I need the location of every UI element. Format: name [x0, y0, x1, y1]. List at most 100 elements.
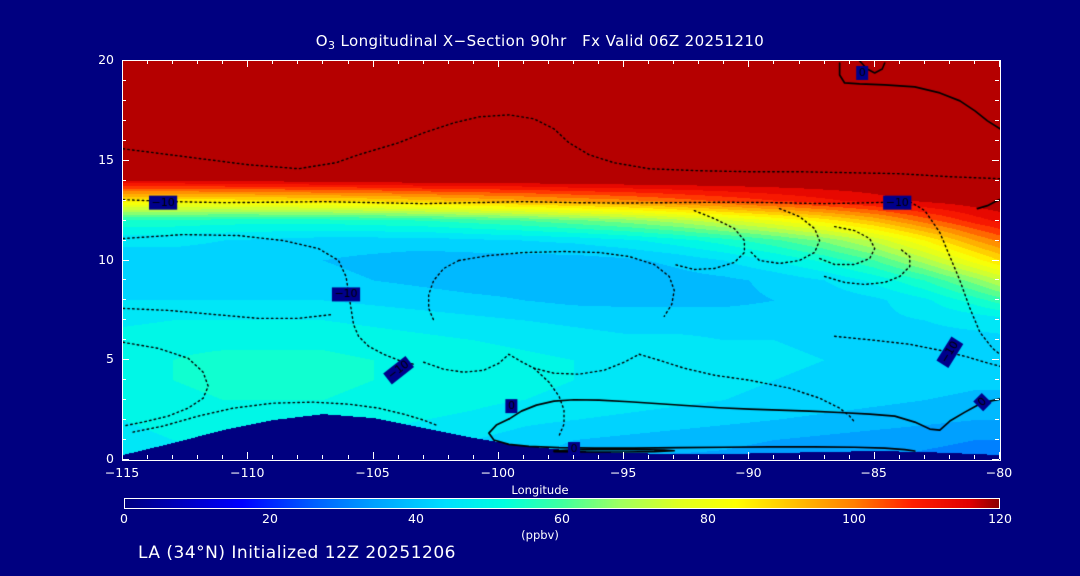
x-tick-minor-top	[397, 60, 399, 64]
y-tick-major-right	[992, 459, 999, 460]
x-tick-major	[748, 452, 750, 459]
x-tick-minor-top	[598, 60, 600, 64]
colorbar-tick-label: 0	[120, 511, 128, 526]
y-tick-minor	[122, 179, 126, 181]
y-tick-minor	[122, 199, 126, 201]
x-tick-major	[372, 452, 374, 459]
colorbar-tick-label: 20	[262, 511, 278, 526]
y-tick-minor	[122, 399, 126, 401]
y-tick-major	[122, 359, 129, 361]
y-tick-minor	[122, 99, 126, 101]
x-tick-minor-top	[948, 60, 950, 64]
x-tick-label: −90	[735, 465, 762, 480]
x-tick-major-top	[623, 60, 625, 67]
colorbar-tick-label: 100	[842, 511, 866, 526]
figure-caption: LA (34°N) Initialized 12Z 20251206	[138, 543, 456, 563]
y-tick-minor-right	[995, 199, 999, 201]
x-tick-major	[122, 452, 123, 459]
x-tick-minor	[197, 455, 199, 459]
y-tick-major	[122, 60, 129, 61]
x-tick-label: −80	[985, 465, 1013, 480]
y-tick-minor-right	[995, 239, 999, 241]
x-tick-minor	[973, 455, 975, 459]
x-tick-label: −105	[355, 465, 390, 480]
y-tick-minor-right	[995, 79, 999, 81]
x-tick-minor	[848, 455, 850, 459]
x-tick-minor	[422, 455, 424, 459]
x-tick-minor	[573, 455, 575, 459]
x-tick-major-top	[247, 60, 249, 67]
y-tick-minor-right	[995, 379, 999, 381]
x-tick-minor-top	[272, 60, 274, 64]
x-tick-major	[999, 452, 1000, 459]
y-tick-minor	[122, 419, 126, 421]
y-tick-major-right	[992, 259, 999, 261]
y-tick-label: 0	[106, 451, 114, 466]
y-tick-minor	[122, 319, 126, 321]
y-tick-label: 5	[106, 351, 114, 367]
x-tick-minor-top	[848, 60, 850, 64]
x-tick-label: −115	[104, 465, 140, 480]
colorbar-gradient	[125, 499, 999, 508]
x-tick-minor	[347, 455, 349, 459]
y-tick-minor-right	[995, 119, 999, 121]
y-tick-minor-right	[995, 319, 999, 321]
x-tick-minor	[522, 455, 524, 459]
y-tick-minor-right	[995, 179, 999, 181]
x-tick-minor-top	[322, 60, 324, 64]
x-tick-label: −95	[609, 465, 637, 480]
x-tick-minor-top	[147, 60, 149, 64]
x-tick-minor	[322, 455, 324, 459]
x-tick-minor	[723, 455, 725, 459]
x-tick-minor-top	[472, 60, 474, 64]
y-tick-minor	[122, 339, 126, 341]
y-tick-minor	[122, 119, 126, 121]
y-tick-minor-right	[995, 439, 999, 441]
y-tick-major	[122, 259, 129, 261]
y-tick-minor	[122, 299, 126, 301]
x-tick-minor-top	[698, 60, 700, 64]
x-tick-minor-top	[347, 60, 349, 64]
x-tick-minor-top	[172, 60, 174, 64]
y-tick-major	[122, 459, 129, 460]
y-tick-minor	[122, 379, 126, 381]
x-tick-minor-top	[973, 60, 975, 64]
x-tick-minor	[773, 455, 775, 459]
y-tick-minor-right	[995, 299, 999, 301]
x-tick-minor-top	[547, 60, 549, 64]
x-tick-major	[497, 452, 499, 459]
y-tick-minor-right	[995, 139, 999, 141]
x-tick-minor	[798, 455, 800, 459]
cross-section-plot	[122, 60, 1001, 461]
y-tick-major-right	[992, 60, 999, 61]
x-tick-minor-top	[522, 60, 524, 64]
x-tick-minor-top	[773, 60, 775, 64]
y-tick-minor	[122, 239, 126, 241]
y-tick-minor	[122, 279, 126, 281]
x-tick-major	[623, 452, 625, 459]
x-tick-minor	[598, 455, 600, 459]
x-tick-minor	[272, 455, 274, 459]
x-tick-minor	[447, 455, 449, 459]
x-tick-major-top	[748, 60, 750, 67]
y-tick-minor-right	[995, 219, 999, 221]
y-tick-label: 20	[98, 52, 114, 67]
x-tick-minor-top	[723, 60, 725, 64]
x-tick-major-top	[873, 60, 875, 67]
colorbar-units: (ppbv)	[521, 528, 559, 542]
x-tick-minor-top	[648, 60, 650, 64]
x-tick-minor-top	[823, 60, 825, 64]
ozone-field	[123, 61, 1000, 460]
x-tick-minor	[648, 455, 650, 459]
x-tick-minor-top	[422, 60, 424, 64]
x-tick-minor	[698, 455, 700, 459]
y-tick-minor	[122, 219, 126, 221]
x-tick-minor	[923, 455, 925, 459]
x-tick-minor-top	[573, 60, 575, 64]
x-tick-label: −85	[860, 465, 887, 480]
x-tick-label: −100	[480, 465, 516, 480]
y-tick-major	[122, 159, 129, 161]
y-tick-minor-right	[995, 339, 999, 341]
y-tick-major-right	[992, 359, 999, 361]
